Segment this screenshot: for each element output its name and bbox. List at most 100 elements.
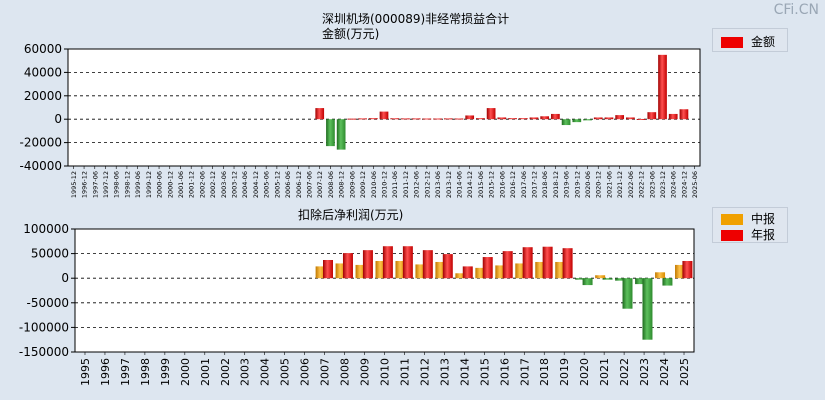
legend-swatch-annual [721,230,743,241]
chart2-bar-interim [615,278,626,281]
chart2-xtick-label: 2007 [319,358,332,386]
chart2-xtick-label: 2004 [259,358,272,386]
chart1-xtick-label: 1999-06 [134,171,142,198]
chart1-bar [368,118,378,120]
chart1-xtick-label: 2015-12 [488,171,496,198]
legend-label-amount: 金额 [751,35,776,49]
chart1-bar [647,112,657,120]
legend-item-interim: 中报 [721,210,775,227]
chart2-bar-annual [582,278,593,286]
chart1-bar [604,117,614,120]
chart1-xtick-label: 2001-06 [177,171,185,198]
legend-item-annual: 年报 [721,226,775,243]
chart2-bar-interim [495,265,506,279]
chart1-bar [358,118,367,120]
chart1-bar [476,118,485,120]
chart1-xtick-label: 2016-12 [509,171,517,198]
chart1-xtick-label: 2017-06 [520,171,528,198]
chart2-xtick-label: 2018 [538,358,551,386]
chart1-xtick-label: 2013-12 [445,171,453,198]
chart2-bar-interim [515,263,526,279]
chart2-xtick-label: 2023 [638,358,651,386]
chart1-xtick-label: 2000-12 [166,171,174,198]
chart2-xtick-label: 1999 [159,358,172,386]
chart1-bar [668,113,678,120]
chart2-ytick-label: -100000 [19,320,69,334]
chart1-xtick-label: 2008-06 [327,171,335,198]
chart2-xtick-label: 2020 [578,358,591,386]
chart1-bar [379,111,389,120]
chart2-xtick-label: 2014 [458,358,471,386]
chart2-xtick-label: 1996 [99,358,112,386]
chart2-xtick-label: 2015 [478,358,491,386]
chart1-xtick-label: 2019-06 [563,171,571,198]
chart2-xtick-label: 2019 [558,358,571,386]
chart2-bar-interim [395,260,406,279]
chart1-bar [390,118,400,120]
legend-label-annual: 年报 [751,228,776,242]
chart2-bar-annual [362,250,373,279]
chart2-bar-annual [682,260,693,279]
chart1-xtick-label: 2009-06 [348,171,356,198]
chart1-xtick-label: 2011-12 [402,171,410,198]
chart2-bar-annual [542,246,553,279]
chart2-xtick-label: 2012 [418,358,431,386]
chart1-subtitle: 金额(万元) [322,27,380,41]
chart2-xtick-label: 1998 [139,358,152,386]
chart1-bar [411,118,421,120]
chart2-ytick-label: 100000 [23,222,69,236]
chart1-xtick-label: 1995-12 [70,171,78,198]
legend-swatch-interim [721,214,743,225]
chart2-bar-annual [562,248,573,279]
chart1-bar [433,118,442,120]
chart1-xtick-label: 1997-12 [102,171,110,198]
chart2-xtick-label: 2013 [438,358,451,386]
chart1-bar [454,118,464,120]
chart2-xtick-label: 2017 [518,358,531,386]
chart1-xtick-label: 2014-12 [466,171,474,198]
chart1-xtick-label: 2019-12 [573,171,581,198]
chart2-bar-interim [575,278,586,280]
chart1-plot-area [67,48,701,167]
chart1-xtick-label: 1998-06 [113,171,121,198]
chart2-xtick-label: 2009 [359,358,372,386]
chart2-xtick-label: 2001 [199,358,212,386]
chart1-bar [486,108,496,120]
chart1-xtick-label: 2004-06 [241,171,249,198]
chart2-bar-interim [675,264,686,279]
chart2-xtick-label: 1997 [119,358,132,386]
chart2-ytick-label: 0 [61,271,69,285]
chart1-xtick-label: 2006-06 [284,171,292,198]
chart1-ytick-label: -40000 [19,159,62,173]
chart2-xtick-label: 2016 [498,358,511,386]
chart1-bar [336,119,346,150]
legend-swatch-amount [721,37,743,48]
chart1-xtick-label: 2006-12 [295,171,303,198]
chart2-bar-interim [435,261,446,279]
chart1-xtick-label: 2018-12 [552,171,560,198]
chart2-bar-annual [662,278,673,286]
chart2-bar-annual [622,278,633,309]
chart1-bar [658,54,667,120]
chart1-bar [615,115,625,120]
chart2-bar-annual [602,278,613,280]
chart2-bar-interim [655,272,666,279]
chart1-xtick-label: 2002-06 [198,171,206,198]
chart1-xtick-label: 2010-06 [370,171,378,198]
chart1-xtick-label: 2005-12 [273,171,281,198]
chart1-xtick-label: 2022-06 [627,171,635,198]
chart2-xtick-label: 2003 [239,358,252,386]
chart2-bar-interim [315,266,326,279]
chart1-xtick-label: 1997-06 [91,171,99,198]
chart2-bar-annual [402,246,413,279]
chart1-xtick-label: 2017-12 [530,171,538,198]
chart1-bar [626,117,635,120]
chart2-bar-interim [455,273,466,279]
chart2-bar-interim [335,263,346,279]
chart1-bar [315,108,325,120]
chart1-ytick-label: 40000 [24,65,62,79]
chart1-bar [561,119,571,126]
chart2-bar-interim [635,278,646,285]
chart2-title: 扣除后净利润(万元) [298,208,404,222]
chart2-xtick-label: 2005 [279,358,292,386]
